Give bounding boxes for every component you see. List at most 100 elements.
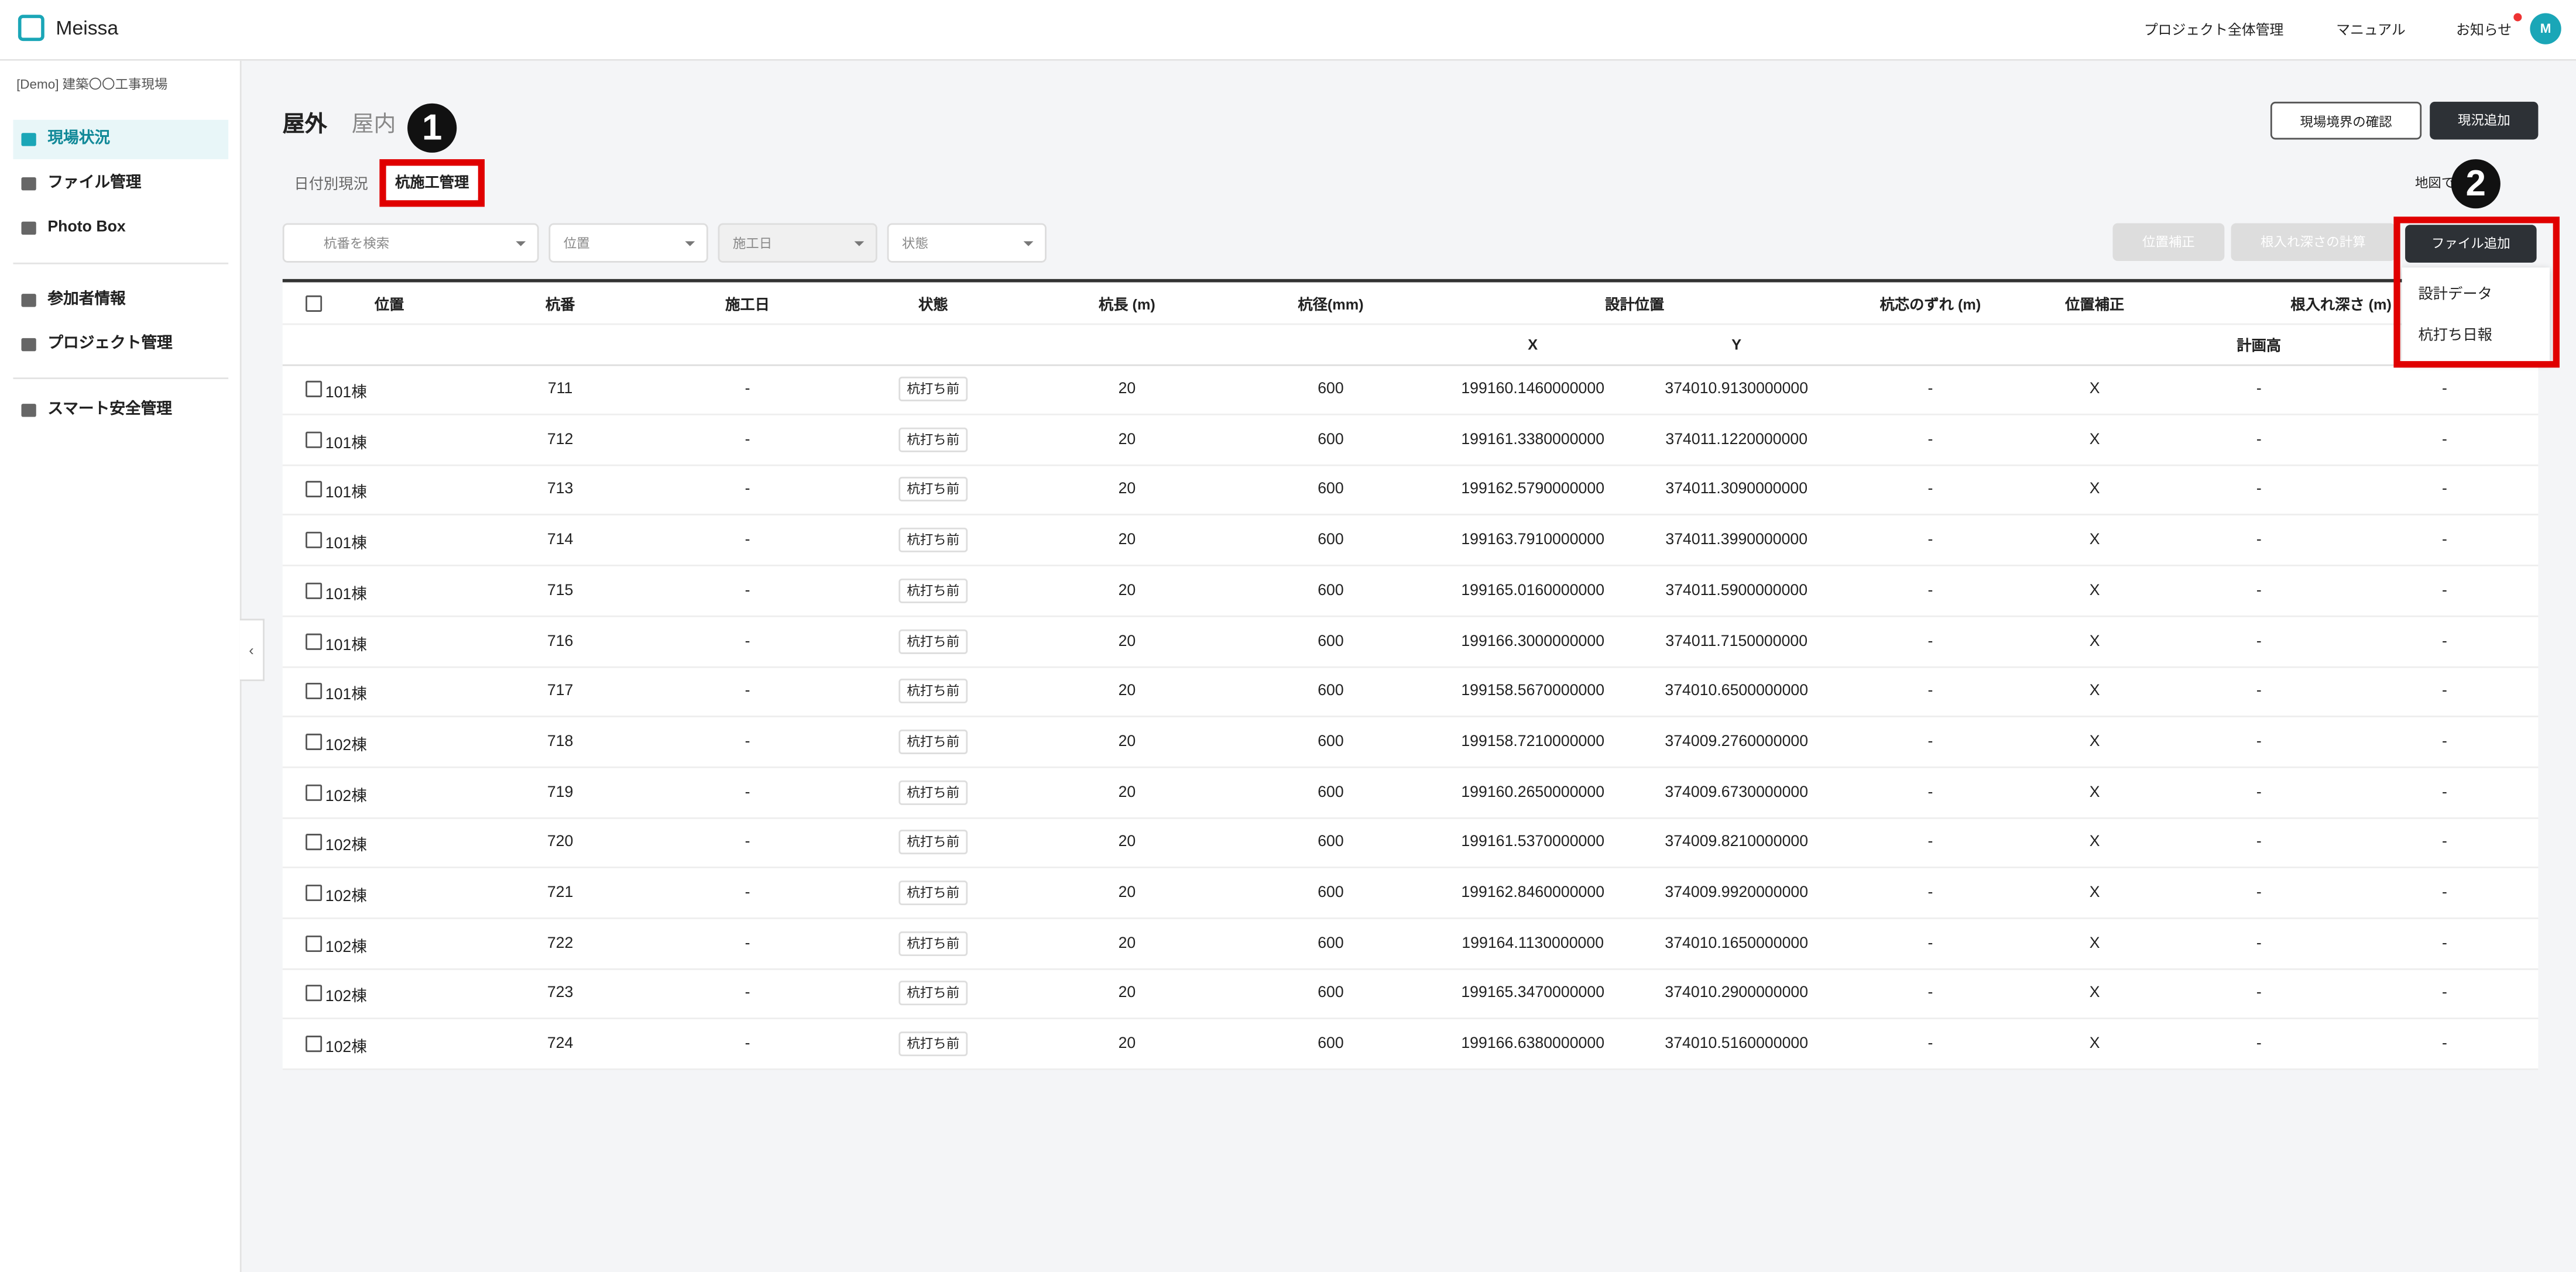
dropdown-item[interactable]: 杭打ち日報 xyxy=(2418,326,2492,343)
cell: 199166.3000000000 xyxy=(1461,631,1605,650)
column-header: 状態 xyxy=(918,296,948,313)
cell: - xyxy=(2442,631,2447,650)
cell: 199162.8460000000 xyxy=(1461,883,1605,902)
cell: 杭打ち前 xyxy=(898,578,968,603)
search-input[interactable]: 杭番を検索 xyxy=(282,223,539,263)
cell: 杭打ち前 xyxy=(898,880,968,906)
menu-item[interactable]: 現場状況 xyxy=(13,119,229,160)
menu-label: プロジェクト管理 xyxy=(47,335,173,353)
cell: - xyxy=(2442,531,2447,549)
cell: - xyxy=(1927,1034,1933,1053)
cell: 715 xyxy=(547,581,574,600)
cell: 20 xyxy=(1118,934,1136,953)
logo[interactable]: Meissa xyxy=(56,16,119,40)
collapse-button[interactable]: ‹ xyxy=(239,618,265,682)
correct-button[interactable]: 位置補正 xyxy=(2112,223,2225,262)
column-subheader: X xyxy=(1528,336,1538,353)
cell: 718 xyxy=(547,733,574,751)
menu-item[interactable]: 参加者情報 xyxy=(13,281,228,320)
cell: 600 xyxy=(1318,430,1344,449)
cell: 20 xyxy=(1118,380,1136,398)
cell: - xyxy=(1927,480,1933,499)
cell: 600 xyxy=(1318,783,1344,802)
menu-item[interactable]: スマート安全管理 xyxy=(13,391,228,430)
checkbox xyxy=(306,1036,323,1053)
cell: 102棟 xyxy=(325,888,367,906)
menu-item[interactable]: ファイル管理 xyxy=(13,164,228,204)
column-header: 施工日 xyxy=(725,296,770,313)
cell: 199162.5790000000 xyxy=(1461,480,1605,499)
add-button[interactable]: 現況追加 xyxy=(2430,101,2539,140)
column-header: 位置補正 xyxy=(2065,296,2125,313)
cell: - xyxy=(2256,934,2262,953)
cell: - xyxy=(2442,783,2447,802)
cell: - xyxy=(1927,631,1933,650)
cell: 374009.2760000000 xyxy=(1665,733,1809,751)
boundary-button[interactable]: 現場境界の確認 xyxy=(2270,101,2422,140)
checkbox xyxy=(306,582,323,599)
cell: - xyxy=(2442,380,2447,398)
dropdown-item[interactable]: 設計データ xyxy=(2418,286,2492,302)
cell: 杭打ち前 xyxy=(898,1032,968,1057)
filter-select[interactable]: 状態 xyxy=(887,223,1047,263)
cell: - xyxy=(2256,430,2262,449)
column-subheader: 計画高 xyxy=(2237,337,2282,354)
divider xyxy=(13,377,229,379)
cell: X xyxy=(2089,531,2100,549)
menu-label: スマート安全管理 xyxy=(47,400,172,419)
cell: 杭打ち前 xyxy=(898,628,968,654)
depth-button[interactable]: 根入れ深さの計算 xyxy=(2231,223,2396,262)
cell: 199161.5370000000 xyxy=(1461,833,1605,852)
row-divider xyxy=(282,514,2539,516)
menu-item[interactable]: Photo Box xyxy=(13,208,228,247)
cell: 20 xyxy=(1118,733,1136,751)
row-divider xyxy=(282,766,2539,768)
cell: X xyxy=(2089,833,2100,852)
cell: X xyxy=(2089,883,2100,902)
nav-link[interactable]: マニュアル xyxy=(2336,21,2406,38)
cell: - xyxy=(1927,883,1933,902)
cell: 102棟 xyxy=(325,988,367,1007)
cell: - xyxy=(1927,833,1933,852)
cell: 杭打ち前 xyxy=(898,779,968,805)
subtab[interactable]: 日付別現況 xyxy=(294,176,368,192)
top-bar: Meissa プロジェクト全体管理 マニュアル お知らせ M xyxy=(0,0,2576,61)
nav-link[interactable]: お知らせ xyxy=(2456,21,2512,38)
filter-select[interactable]: 施工日 xyxy=(718,223,877,263)
cell: 101棟 xyxy=(325,434,367,453)
checkbox xyxy=(306,295,323,312)
cell: 600 xyxy=(1318,531,1344,549)
cell: - xyxy=(745,380,750,398)
cell: - xyxy=(2256,833,2262,852)
cell: - xyxy=(2256,531,2262,549)
avatar[interactable]: M xyxy=(2530,13,2561,44)
cell: 199161.3380000000 xyxy=(1461,430,1605,449)
nav-link[interactable]: プロジェクト全体管理 xyxy=(2143,21,2284,38)
file-button[interactable]: ファイル追加 xyxy=(2405,225,2537,263)
cell: - xyxy=(2442,581,2447,600)
cell: - xyxy=(2256,581,2262,600)
cell: - xyxy=(1927,581,1933,600)
cell: 199163.7910000000 xyxy=(1461,531,1605,549)
cell: 102棟 xyxy=(325,837,367,856)
checkbox xyxy=(306,482,323,499)
cell: 20 xyxy=(1118,1034,1136,1053)
filter-select[interactable]: 位置 xyxy=(548,223,708,263)
cell: 20 xyxy=(1118,480,1136,499)
row-divider xyxy=(282,968,2539,970)
subtab-active[interactable]: 杭施工管理 xyxy=(386,164,478,201)
menu-item[interactable]: プロジェクト管理 xyxy=(13,325,228,364)
cell: 101棟 xyxy=(325,384,367,403)
cell: 101棟 xyxy=(325,585,367,604)
cell: X xyxy=(2089,682,2100,700)
cell: 600 xyxy=(1318,733,1344,751)
tab[interactable]: 屋内 xyxy=(351,111,396,136)
highlight-box xyxy=(379,159,485,207)
cell: 374009.6730000000 xyxy=(1665,783,1809,802)
cell: 720 xyxy=(547,833,574,852)
checkbox xyxy=(306,431,323,448)
cell: X xyxy=(2089,631,2100,650)
tab-active[interactable]: 屋外 xyxy=(282,111,327,136)
